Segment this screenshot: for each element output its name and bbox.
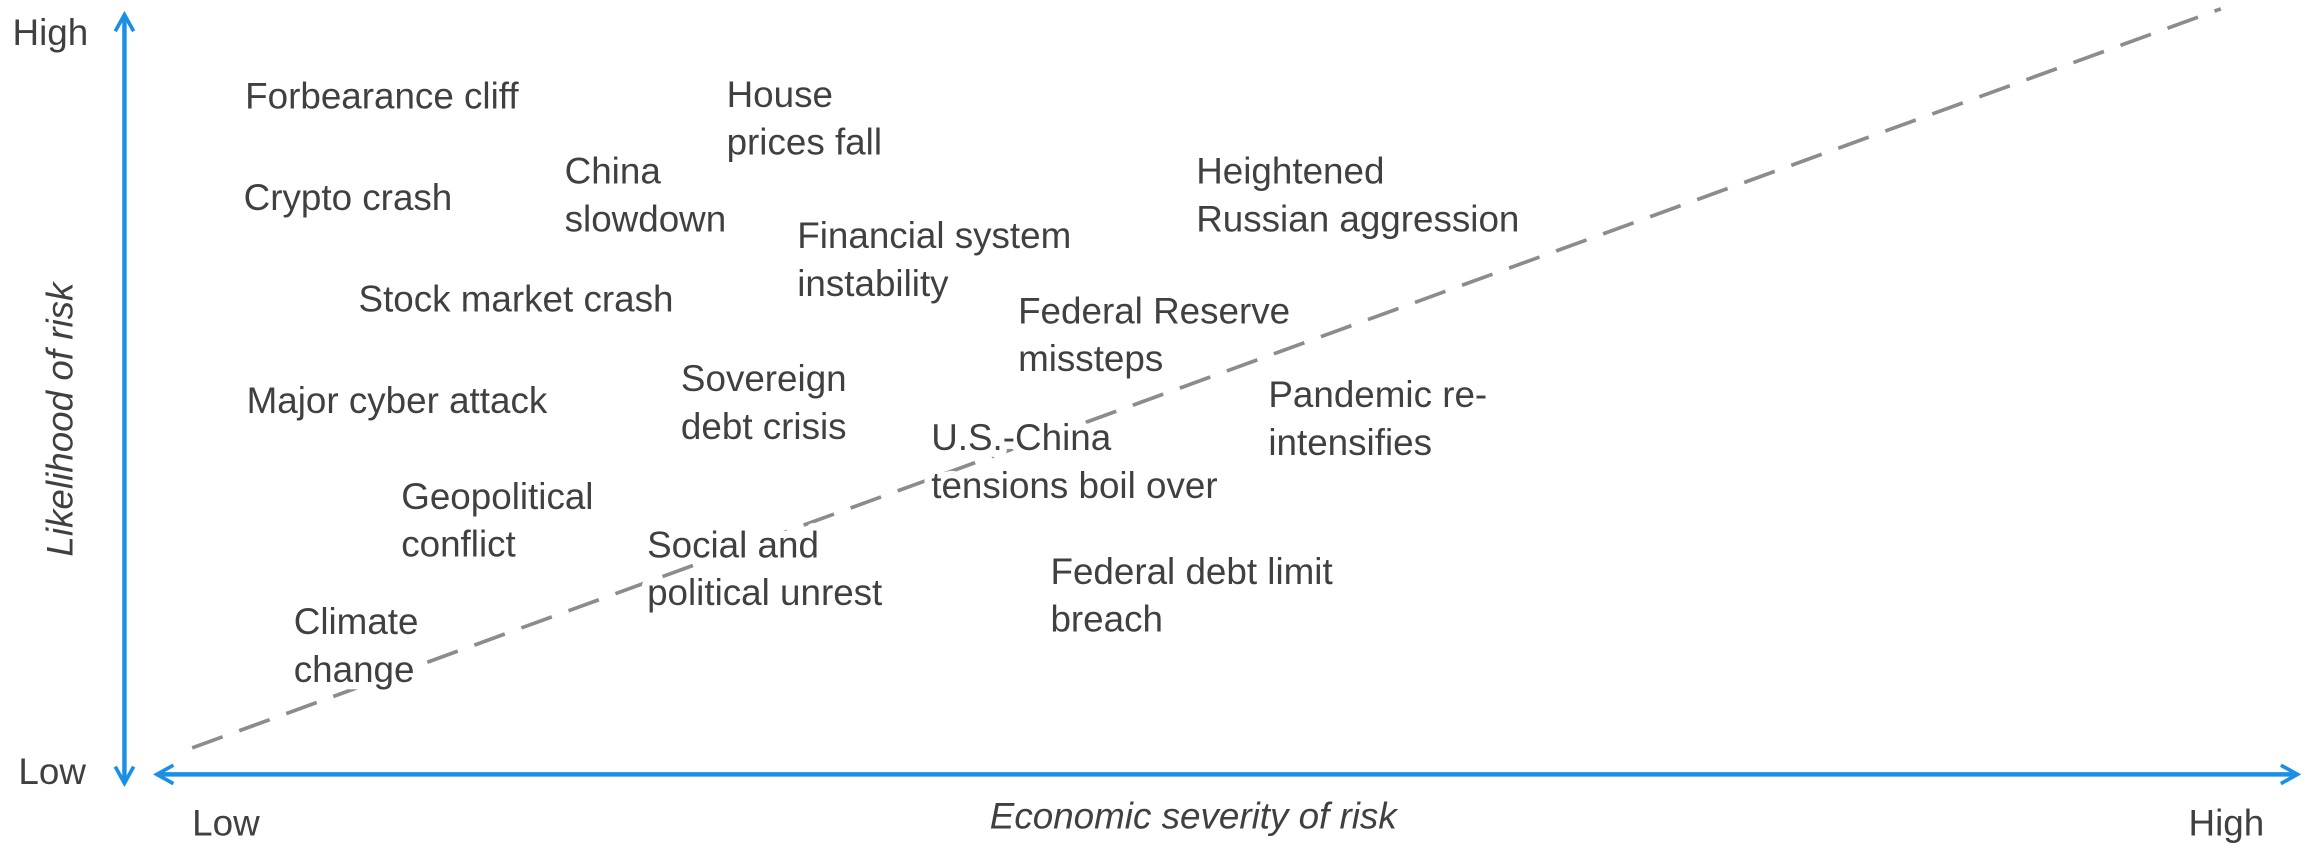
risk-label: Forbearance cliff	[245, 75, 519, 116]
risk-label: Major cyber attack	[247, 380, 548, 421]
risk-labels: Forbearance cliff House prices fall Crypto …	[236, 67, 1526, 698]
x-low: Low	[192, 803, 260, 844]
risk-label: intensifies	[1268, 422, 1432, 463]
risk-label: change	[294, 649, 415, 690]
risk-label: debt crisis	[681, 406, 847, 447]
x-title: Economic severity of risk	[990, 795, 1399, 836]
risk-label: missteps	[1018, 338, 1163, 379]
risk-label: U.S.-China	[931, 417, 1111, 458]
risk-label: Sovereign	[681, 358, 847, 399]
risk-label: prices fall	[727, 122, 882, 163]
risk-label: instability	[797, 263, 949, 304]
risk-label: breach	[1050, 599, 1163, 640]
y-title: Likelihood of risk	[39, 281, 80, 557]
risk-label: Federal debt limit	[1050, 551, 1332, 592]
risk-label: Crypto crash	[244, 177, 453, 218]
risk-label: slowdown	[565, 198, 727, 239]
x-high: High	[2189, 803, 2265, 844]
risk-label: Stock market crash	[359, 279, 674, 320]
risk-label: conflict	[401, 524, 516, 565]
risk-label: House	[727, 74, 833, 115]
y-high: High	[13, 12, 89, 53]
threshold-line	[191, 7, 2222, 750]
y-low: Low	[18, 751, 86, 792]
risk-label: Pandemic re-	[1268, 374, 1487, 415]
risk-label: political unrest	[647, 572, 882, 613]
risk-label: Financial system	[797, 215, 1071, 256]
risk-label: Russian aggression	[1196, 198, 1519, 239]
risk-label: Social and	[647, 524, 819, 565]
risk-label: Federal Reserve	[1018, 290, 1290, 331]
risk-label: Geopolitical	[401, 476, 593, 517]
risk-label: China	[565, 150, 662, 191]
risk-label: tensions boil over	[931, 465, 1217, 506]
risk-label: Heightened	[1196, 150, 1384, 191]
risk-label: Climate	[294, 601, 419, 642]
